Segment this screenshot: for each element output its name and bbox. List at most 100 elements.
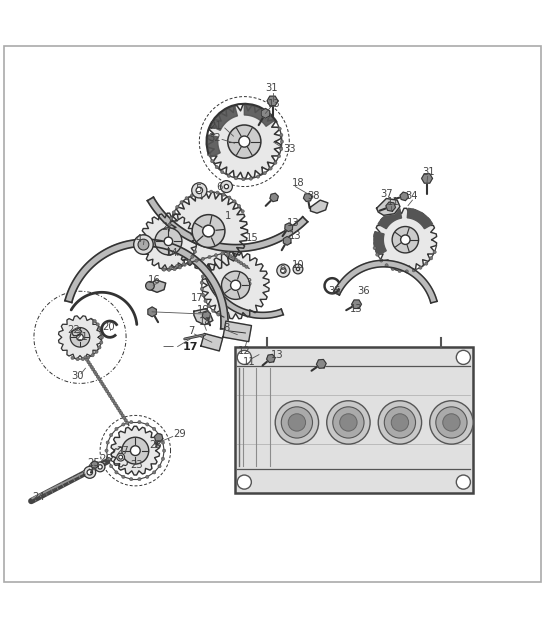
Text: 13: 13 bbox=[350, 303, 363, 313]
Text: 38: 38 bbox=[307, 191, 319, 201]
Circle shape bbox=[204, 300, 207, 303]
Circle shape bbox=[280, 140, 283, 143]
Polygon shape bbox=[58, 316, 101, 359]
Circle shape bbox=[197, 192, 200, 195]
Polygon shape bbox=[374, 208, 437, 271]
Circle shape bbox=[110, 465, 113, 468]
Circle shape bbox=[238, 204, 241, 208]
Polygon shape bbox=[211, 106, 238, 131]
Circle shape bbox=[146, 423, 149, 426]
Circle shape bbox=[138, 477, 141, 481]
Text: 4: 4 bbox=[136, 234, 142, 244]
Circle shape bbox=[333, 407, 364, 438]
Circle shape bbox=[391, 268, 395, 271]
Text: 12: 12 bbox=[238, 346, 251, 356]
Circle shape bbox=[263, 171, 267, 175]
Circle shape bbox=[87, 360, 90, 364]
Polygon shape bbox=[202, 311, 210, 320]
Circle shape bbox=[221, 252, 224, 255]
Circle shape bbox=[214, 254, 217, 257]
Polygon shape bbox=[283, 237, 291, 245]
Circle shape bbox=[98, 465, 102, 469]
Text: 28: 28 bbox=[150, 440, 162, 450]
Circle shape bbox=[100, 341, 103, 344]
Circle shape bbox=[126, 421, 129, 425]
Circle shape bbox=[130, 477, 133, 481]
Circle shape bbox=[215, 166, 219, 169]
Circle shape bbox=[195, 259, 198, 263]
Polygon shape bbox=[285, 223, 293, 232]
Polygon shape bbox=[270, 193, 278, 202]
Text: 21: 21 bbox=[75, 332, 88, 342]
Polygon shape bbox=[317, 359, 326, 368]
Polygon shape bbox=[378, 208, 402, 229]
Circle shape bbox=[237, 475, 251, 489]
Circle shape bbox=[419, 266, 422, 269]
Polygon shape bbox=[65, 239, 228, 329]
Text: 25: 25 bbox=[87, 458, 100, 468]
Circle shape bbox=[436, 407, 467, 438]
Text: 18: 18 bbox=[292, 178, 305, 188]
Circle shape bbox=[91, 354, 94, 357]
Circle shape bbox=[340, 414, 357, 431]
Circle shape bbox=[237, 260, 240, 263]
Text: 13: 13 bbox=[289, 231, 301, 241]
Circle shape bbox=[202, 293, 205, 297]
Circle shape bbox=[443, 414, 460, 431]
Circle shape bbox=[122, 437, 149, 464]
Circle shape bbox=[226, 253, 229, 256]
Polygon shape bbox=[422, 174, 432, 183]
Polygon shape bbox=[202, 252, 269, 319]
Circle shape bbox=[84, 467, 96, 479]
Polygon shape bbox=[311, 200, 328, 213]
Circle shape bbox=[191, 193, 194, 197]
Text: 23: 23 bbox=[130, 460, 143, 470]
FancyBboxPatch shape bbox=[234, 347, 473, 493]
Text: 3: 3 bbox=[245, 278, 252, 288]
Circle shape bbox=[76, 357, 79, 360]
Polygon shape bbox=[386, 202, 396, 211]
Polygon shape bbox=[141, 213, 196, 269]
Circle shape bbox=[98, 346, 101, 349]
Circle shape bbox=[172, 211, 175, 214]
Circle shape bbox=[130, 446, 140, 455]
Circle shape bbox=[106, 457, 110, 460]
Circle shape bbox=[209, 190, 213, 193]
Circle shape bbox=[183, 263, 186, 266]
Circle shape bbox=[207, 305, 210, 308]
Circle shape bbox=[245, 265, 248, 268]
Circle shape bbox=[106, 441, 110, 444]
Circle shape bbox=[158, 433, 161, 436]
Circle shape bbox=[124, 419, 128, 422]
Circle shape bbox=[231, 280, 241, 290]
Circle shape bbox=[278, 127, 281, 131]
Circle shape bbox=[249, 177, 252, 180]
Circle shape bbox=[456, 350, 470, 364]
Text: 8: 8 bbox=[223, 323, 229, 333]
Text: 36: 36 bbox=[358, 286, 370, 296]
Text: 24: 24 bbox=[32, 492, 45, 502]
Circle shape bbox=[96, 375, 99, 378]
Polygon shape bbox=[194, 308, 213, 325]
Circle shape bbox=[122, 475, 125, 479]
Circle shape bbox=[192, 183, 207, 198]
Circle shape bbox=[115, 471, 118, 474]
Circle shape bbox=[425, 262, 428, 265]
Circle shape bbox=[217, 313, 220, 316]
Circle shape bbox=[138, 421, 141, 424]
Text: 13: 13 bbox=[268, 99, 281, 109]
Circle shape bbox=[234, 258, 238, 261]
Text: 9: 9 bbox=[279, 264, 286, 274]
Circle shape bbox=[185, 197, 188, 200]
Polygon shape bbox=[261, 109, 270, 118]
Circle shape bbox=[161, 457, 165, 460]
Text: 21: 21 bbox=[209, 121, 222, 131]
Circle shape bbox=[173, 268, 176, 271]
Circle shape bbox=[88, 363, 92, 366]
Circle shape bbox=[122, 423, 125, 426]
Text: 20: 20 bbox=[102, 322, 115, 332]
Circle shape bbox=[237, 350, 251, 364]
Circle shape bbox=[241, 210, 244, 213]
Circle shape bbox=[392, 227, 419, 253]
Circle shape bbox=[95, 350, 98, 354]
